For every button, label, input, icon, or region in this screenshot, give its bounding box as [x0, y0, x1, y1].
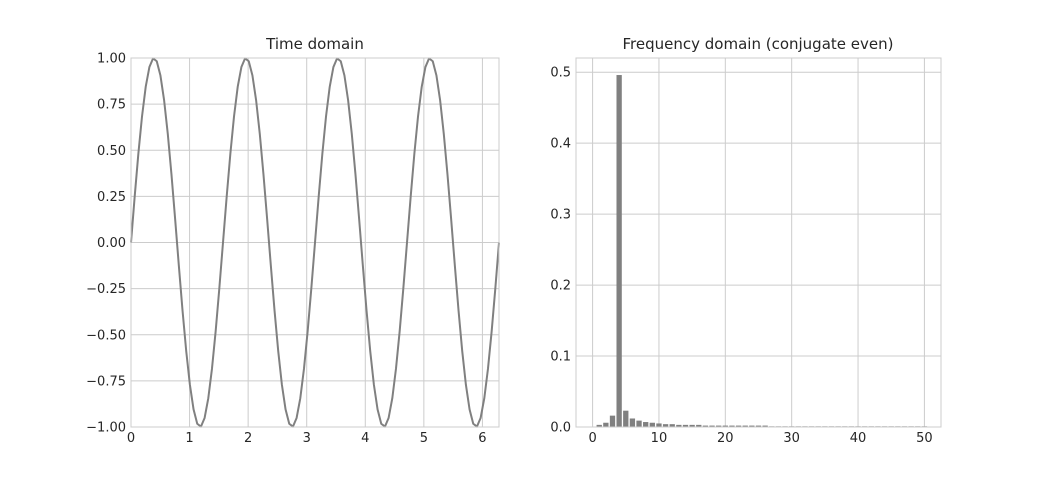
time-domain-y-tick-label: −0.50 — [86, 328, 126, 343]
frequency-domain-bar — [609, 415, 616, 427]
frequency-domain-x-tick-label: 10 — [651, 431, 668, 446]
frequency-domain-title: Frequency domain (conjugate even) — [623, 35, 894, 53]
frequency-domain-bar — [603, 422, 609, 427]
frequency-domain-x-tick-label: 20 — [717, 431, 734, 446]
time-domain-sine-line — [130, 57, 500, 428]
frequency-domain-bar — [662, 424, 669, 427]
time-domain-x-tick-label: 2 — [244, 431, 252, 446]
frequency-domain-y-tick-label: 0.2 — [550, 279, 571, 294]
frequency-domain-bar — [676, 424, 682, 427]
frequency-domain-frame — [575, 57, 942, 428]
frequency-domain-plot: 0 10 20 30 40 50 0.0 0.1 0.2 0.3 0.4 0.5 Frequency… — [550, 35, 942, 446]
frequency-domain-bar — [682, 424, 689, 427]
frequency-domain-y-tick-label: 0.4 — [550, 137, 571, 152]
time-domain-x-tick-label: 0 — [127, 431, 135, 446]
frequency-domain-bar — [643, 422, 649, 427]
frequency-domain-x-tick-label: 30 — [783, 431, 800, 446]
time-domain-y-tick-label: 0.00 — [97, 236, 126, 251]
time-domain-y-tick-label: 0.50 — [97, 144, 126, 159]
time-domain-x-tick-label: 5 — [420, 431, 428, 446]
time-domain-y-ticks: −1.00 −0.75 −0.50 −0.25 0.00 0.25 0.50 0.75 1.00 — [86, 52, 126, 436]
frequency-domain-bar — [742, 425, 748, 427]
time-domain-x-ticks: 0 1 2 3 4 5 6 — [127, 431, 487, 446]
frequency-domain-grid — [576, 58, 941, 428]
frequency-domain-x-ticks: 0 10 20 30 40 50 — [588, 431, 932, 446]
frequency-domain-bar — [596, 424, 602, 427]
frequency-domain-bar — [689, 424, 695, 427]
time-domain-y-tick-label: −1.00 — [86, 421, 126, 436]
frequency-domain-y-tick-label: 0.1 — [550, 350, 571, 365]
time-domain-y-tick-label: −0.75 — [86, 374, 126, 389]
time-domain-y-tick-label: 0.25 — [97, 190, 126, 205]
frequency-domain-bar — [762, 425, 768, 427]
frequency-domain-bar — [735, 425, 742, 427]
time-domain-y-tick-label: −0.25 — [86, 282, 126, 297]
time-domain-x-tick-label: 6 — [478, 431, 486, 446]
frequency-domain-y-tick-label: 0.0 — [550, 421, 571, 436]
time-domain-plot: 0 1 2 3 4 5 6 −1.00 −0.75 −0.50 −0.25 0.00 0.25 0.50… — [86, 35, 500, 446]
frequency-domain-y-ticks: 0.0 0.1 0.2 0.3 0.4 0.5 — [550, 66, 571, 436]
frequency-domain-bar — [649, 422, 655, 427]
time-domain-y-tick-label: 0.75 — [97, 98, 126, 113]
time-domain-title: Time domain — [265, 35, 364, 53]
frequency-domain-plot-area — [576, 58, 941, 427]
time-domain-series — [130, 57, 500, 428]
frequency-domain-bar — [702, 425, 709, 427]
frequency-domain-bar — [623, 410, 629, 427]
frequency-domain-y-tick-label: 0.3 — [550, 208, 571, 223]
time-domain-y-tick-label: 1.00 — [97, 52, 126, 67]
frequency-domain-bar — [709, 425, 715, 427]
frequency-domain-x-tick-label: 40 — [850, 431, 867, 446]
time-domain-x-tick-label: 1 — [185, 431, 193, 446]
frequency-domain-bar — [629, 418, 636, 427]
frequency-domain-bar — [616, 75, 622, 428]
frequency-domain-x-tick-label: 50 — [916, 431, 933, 446]
frequency-domain-bar — [729, 425, 735, 427]
frequency-domain-bar — [755, 425, 762, 427]
time-domain-frame — [130, 57, 500, 428]
time-domain-x-tick-label: 3 — [303, 431, 311, 446]
frequency-domain-bar — [749, 425, 755, 427]
frequency-domain-bar — [656, 423, 662, 427]
time-domain-x-tick-label: 4 — [361, 431, 369, 446]
frequency-domain-y-tick-label: 0.5 — [550, 66, 571, 81]
frequency-domain-bar — [669, 424, 675, 427]
frequency-domain-x-tick-label: 0 — [588, 431, 596, 446]
frequency-domain-bar — [696, 424, 702, 427]
frequency-domain-bar — [722, 425, 728, 427]
frequency-domain-bar — [716, 425, 722, 427]
frequency-domain-bar — [636, 420, 642, 427]
